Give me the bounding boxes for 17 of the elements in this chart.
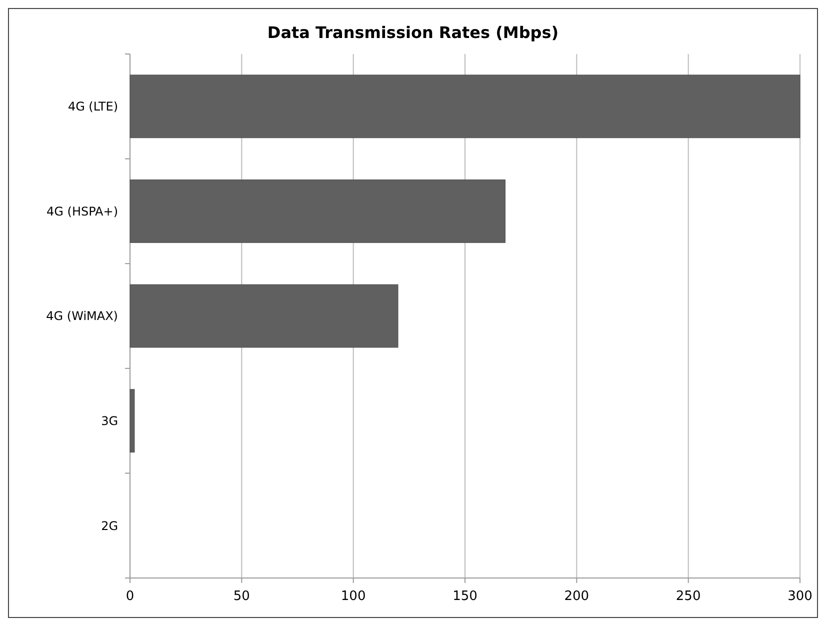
y-tick-label: 3G [101,414,118,428]
x-tick-label: 0 [126,589,134,604]
x-tick-label: 200 [564,589,590,604]
x-tick-label: 100 [340,589,366,604]
chart-title: Data Transmission Rates (Mbps) [267,23,559,42]
x-tick-label: 150 [452,589,478,604]
y-tick-label: 4G (HSPA+) [46,204,118,218]
y-tick-label: 4G (LTE) [68,100,118,114]
y-tick-label: 4G (WiMAX) [46,309,118,324]
bar [130,284,398,348]
bar [130,74,800,138]
x-tick-label: 50 [233,589,250,604]
bar [130,389,135,452]
x-tick-label: 250 [676,589,701,604]
x-tick-label: 300 [788,589,812,604]
y-tick-label: 2G [101,518,118,533]
bar [130,180,506,243]
